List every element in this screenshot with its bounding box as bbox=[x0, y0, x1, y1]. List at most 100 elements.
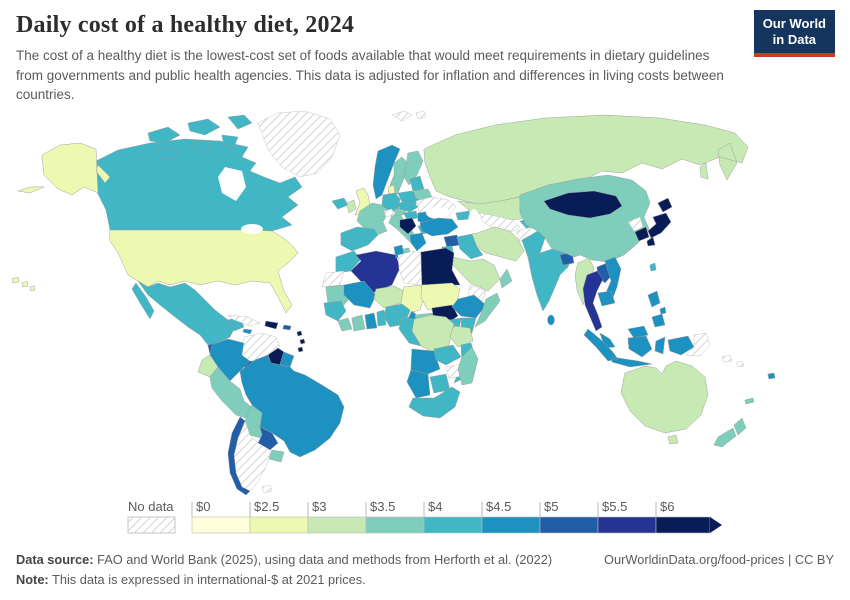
country-chile[interactable] bbox=[227, 416, 251, 495]
country-iceland[interactable] bbox=[331, 197, 349, 209]
country-ghana[interactable] bbox=[364, 312, 378, 329]
country-western-sahara[interactable] bbox=[321, 270, 345, 287]
country-taiwan[interactable] bbox=[649, 262, 657, 271]
country-mexico[interactable] bbox=[131, 280, 245, 345]
country-svalbard[interactable] bbox=[391, 110, 427, 121]
country-greenland[interactable] bbox=[257, 110, 341, 177]
country-australia[interactable] bbox=[620, 360, 709, 444]
country-somalia[interactable] bbox=[474, 292, 501, 327]
country-norway[interactable] bbox=[372, 144, 401, 199]
country-gabon-congo[interactable] bbox=[398, 316, 422, 346]
country-chad[interactable] bbox=[400, 284, 426, 314]
country-japan[interactable] bbox=[646, 197, 673, 246]
legend-bin-1[interactable] bbox=[249, 516, 309, 533]
country-mongolia[interactable] bbox=[543, 190, 623, 218]
country-pakistan[interactable] bbox=[521, 230, 546, 257]
page-title: Daily cost of a healthy diet, 2024 bbox=[16, 12, 355, 38]
solomon-islands[interactable] bbox=[721, 354, 745, 367]
data-source-line: Data source: FAO and World Bank (2025), … bbox=[16, 552, 552, 567]
note-text: This data is expressed in international-… bbox=[48, 571, 366, 587]
country-north-korea[interactable] bbox=[627, 216, 644, 231]
country-angola[interactable] bbox=[410, 348, 441, 374]
legend-tick-3: $3.5 bbox=[370, 499, 395, 514]
country-indonesia[interactable] bbox=[583, 328, 695, 367]
country-south-korea[interactable] bbox=[634, 226, 650, 241]
legend-bin-0[interactable] bbox=[191, 516, 251, 533]
country-turkey[interactable] bbox=[419, 217, 459, 236]
chart-header: Daily cost of a healthy diet, 2024 The c… bbox=[0, 0, 850, 105]
country-baltics[interactable] bbox=[409, 175, 425, 191]
legend-tick-0: $0 bbox=[196, 499, 210, 514]
country-togo-benin[interactable] bbox=[376, 309, 387, 326]
country-uruguay[interactable] bbox=[268, 449, 285, 462]
country-namibia[interactable] bbox=[406, 369, 431, 398]
chart-footer: Data source: FAO and World Bank (2025), … bbox=[0, 552, 850, 567]
country-senegal[interactable] bbox=[323, 300, 347, 321]
hawaii-islands[interactable] bbox=[11, 276, 36, 291]
legend-tick-8: $6 bbox=[660, 499, 674, 514]
country-madagascar[interactable] bbox=[457, 346, 479, 385]
world-choropleth-map bbox=[11, 110, 776, 495]
country-ireland[interactable] bbox=[346, 199, 357, 213]
legend-bin-6[interactable] bbox=[539, 516, 599, 533]
country-france[interactable] bbox=[356, 202, 389, 235]
legend-no-data-label: No data bbox=[128, 499, 174, 514]
country-fiji[interactable] bbox=[767, 372, 776, 379]
legend-bin-8[interactable] bbox=[655, 516, 711, 533]
country-balkans[interactable] bbox=[399, 217, 417, 234]
legend-tick-6: $5 bbox=[544, 499, 558, 514]
falkland-islands[interactable] bbox=[261, 484, 273, 493]
country-papua-new-guinea[interactable] bbox=[685, 332, 711, 356]
country-zambia[interactable] bbox=[433, 344, 462, 365]
lesser-antilles[interactable] bbox=[296, 330, 306, 352]
chart-subtitle: The cost of a healthy diet is the lowest… bbox=[16, 48, 724, 103]
country-denmark[interactable] bbox=[387, 184, 396, 194]
note-label: Note: bbox=[16, 571, 49, 587]
country-alaska[interactable] bbox=[17, 142, 111, 195]
country-cuba[interactable] bbox=[227, 314, 261, 326]
caspian-sea bbox=[468, 208, 480, 237]
legend-bin-4[interactable] bbox=[423, 516, 483, 533]
owid-logo-line2: in Data bbox=[772, 32, 817, 48]
country-spain[interactable] bbox=[340, 226, 379, 251]
country-sri-lanka[interactable] bbox=[547, 314, 555, 325]
country-ivory-coast[interactable] bbox=[351, 314, 366, 331]
country-thailand[interactable] bbox=[582, 270, 604, 331]
country-new-zealand[interactable] bbox=[713, 417, 747, 447]
country-greece[interactable] bbox=[409, 232, 427, 251]
legend-tick-7: $5.5 bbox=[602, 499, 627, 514]
country-hispaniola[interactable] bbox=[264, 320, 279, 329]
legend-bin-7[interactable] bbox=[597, 516, 657, 533]
country-uzbekistan-turkmenistan[interactable] bbox=[479, 212, 521, 233]
country-saudi-arabia[interactable] bbox=[451, 256, 501, 291]
canada-arctic-islands[interactable] bbox=[147, 114, 253, 159]
country-mali[interactable] bbox=[343, 280, 377, 308]
country-oman[interactable] bbox=[499, 268, 513, 288]
country-yemen[interactable] bbox=[467, 284, 487, 301]
country-libya[interactable] bbox=[397, 250, 423, 285]
data-source-text: FAO and World Bank (2025), using data an… bbox=[93, 551, 553, 567]
country-south-africa[interactable] bbox=[408, 386, 461, 418]
country-ecuador[interactable] bbox=[197, 354, 219, 377]
legend-bin-5[interactable] bbox=[481, 516, 541, 533]
country-morocco[interactable] bbox=[335, 250, 362, 273]
map-legend: No data $0 $2.5 $3 $3.5 $4 $4.5 $5 $5.5 … bbox=[127, 499, 722, 534]
country-iran[interactable] bbox=[471, 226, 525, 261]
black-sea bbox=[426, 206, 450, 219]
country-philippines[interactable] bbox=[647, 290, 667, 327]
country-cambodia[interactable] bbox=[597, 290, 616, 306]
country-new-caledonia[interactable] bbox=[744, 397, 755, 404]
legend-bin-3[interactable] bbox=[365, 516, 425, 533]
country-switzerland[interactable] bbox=[383, 208, 395, 217]
country-russia[interactable] bbox=[423, 114, 749, 205]
legend-tick-2: $3 bbox=[312, 499, 326, 514]
country-jamaica[interactable] bbox=[242, 328, 253, 334]
legend-arrow-icon bbox=[710, 516, 722, 533]
note-line: Note: This data is expressed in internat… bbox=[0, 572, 850, 587]
owid-logo[interactable]: Our World in Data bbox=[753, 10, 835, 57]
country-puerto-rico[interactable] bbox=[282, 324, 292, 330]
owid-link[interactable]: OurWorldinData.org/food-prices | CC BY bbox=[604, 551, 834, 567]
legend-no-data-swatch[interactable] bbox=[127, 516, 176, 534]
legend-bin-2[interactable] bbox=[307, 516, 367, 533]
country-sierra-leone-liberia[interactable] bbox=[337, 317, 353, 331]
